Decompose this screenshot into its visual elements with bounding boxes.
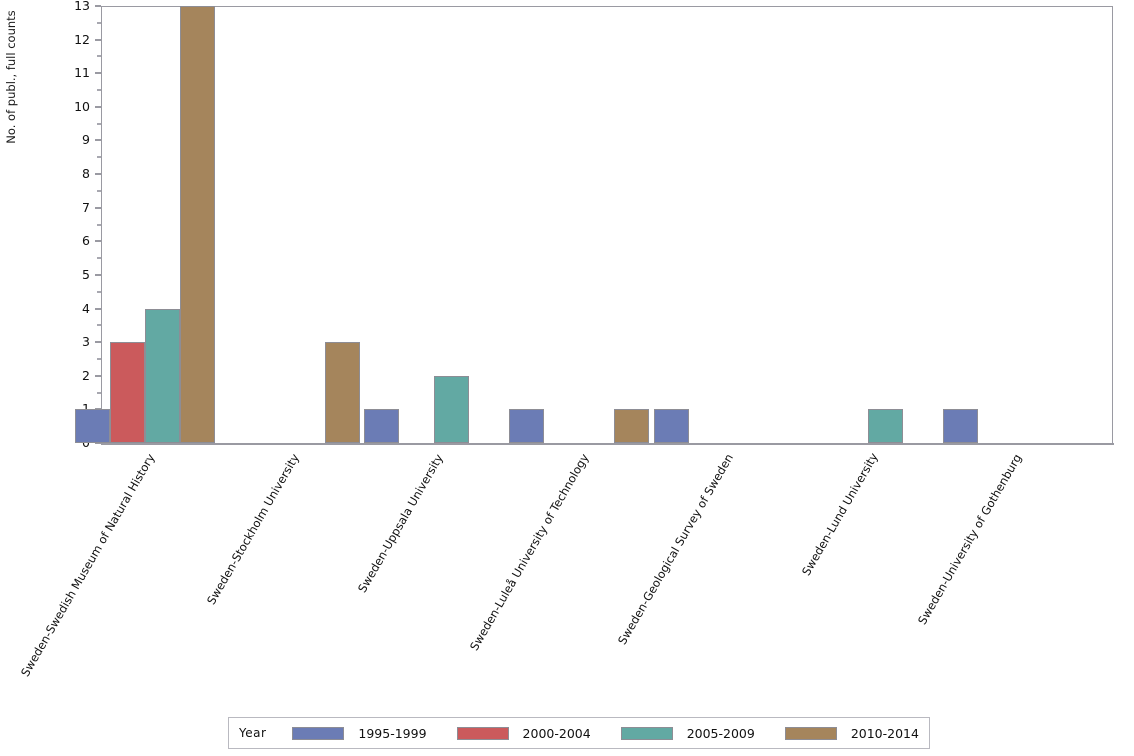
y-tick-mark [95, 240, 101, 243]
y-tick-label: 5 [82, 266, 90, 282]
bar [614, 409, 649, 443]
legend-entry: 1995-1999 [292, 725, 427, 741]
y-tick-label: 2 [82, 367, 90, 383]
y-tick-mark [97, 89, 101, 92]
bar [110, 342, 146, 443]
bar [434, 375, 470, 443]
y-tick-mark [97, 223, 101, 226]
y-tick-mark [95, 374, 101, 377]
y-tick-mark [97, 55, 101, 58]
legend-swatch [784, 726, 837, 740]
bar [364, 409, 400, 443]
legend-label: 2000-2004 [522, 725, 591, 741]
plot-area [101, 6, 1113, 443]
legend-swatch [620, 726, 673, 740]
y-tick-mark [97, 122, 101, 125]
legend-label: 1995-1999 [358, 725, 427, 741]
bar [75, 409, 111, 443]
legend-entry: 2000-2004 [456, 725, 591, 741]
y-tick-mark [97, 324, 101, 327]
y-tick-mark [95, 307, 101, 310]
y-tick-mark [97, 357, 101, 360]
y-tick-mark [97, 21, 101, 24]
y-tick-label: 10 [74, 98, 90, 114]
x-tick-label: Sweden-Stockholm University [203, 451, 302, 607]
x-tick-label: Sweden-Geological Survey of Sweden [614, 451, 736, 647]
y-tick-label: 9 [82, 132, 90, 148]
bar [868, 409, 904, 443]
y-tick-mark [95, 408, 101, 411]
x-tick-label: Sweden-Lund University [798, 450, 881, 579]
bar [180, 6, 216, 443]
y-tick-mark [95, 105, 101, 108]
legend-label: 2005-2009 [686, 725, 755, 741]
bars-layer [75, 6, 1113, 443]
y-tick-mark [95, 5, 101, 7]
y-tick-mark [95, 72, 101, 75]
legend-swatch [292, 726, 345, 740]
y-tick-mark [95, 273, 101, 276]
legend-entries: 1995-1999 2000-2004 2005-2009 2010-2014 [292, 726, 919, 741]
y-tick-mark [97, 391, 101, 394]
legend-entry: 2010-2014 [784, 725, 919, 741]
legend-swatch [456, 726, 509, 740]
y-tick-mark [97, 290, 101, 293]
y-tick-mark [97, 189, 101, 192]
legend-label: 2010-2014 [850, 725, 919, 741]
y-tick-label: 11 [74, 65, 90, 81]
y-tick-label: 8 [82, 166, 90, 182]
y-tick-mark [97, 257, 101, 260]
y-tick-mark [97, 156, 101, 159]
y-tick-mark [95, 341, 101, 344]
legend-entry: 2005-2009 [620, 725, 755, 741]
y-tick-label: 12 [74, 31, 90, 47]
bar [509, 409, 544, 443]
y-tick-mark [95, 173, 101, 176]
bar [653, 409, 689, 443]
chart-legend: Year 1995-1999 2000-2004 2005-2009 2010-201… [228, 717, 930, 749]
x-axis-tick-labels: Sweden-Swedish Museum of Natural History… [0, 443, 1134, 713]
y-tick-label: 3 [82, 334, 90, 350]
y-tick-mark [95, 139, 101, 142]
x-tick-label: Sweden-Uppsala University [355, 451, 447, 595]
y-tick-mark [95, 206, 101, 209]
x-tick-label: Sweden-Luleå University of Technology [466, 451, 592, 653]
y-tick-label: 6 [82, 233, 90, 249]
y-tick-label: 1 [82, 400, 90, 417]
x-tick-label: Sweden-Swedish Museum of Natural History [17, 451, 158, 679]
legend-title: Year [239, 726, 267, 740]
bar [145, 308, 181, 443]
y-tick-mark [95, 442, 101, 444]
x-axis-line [101, 443, 1114, 445]
y-tick-label: 4 [82, 300, 90, 316]
bar [324, 342, 360, 443]
y-tick-mark [95, 38, 101, 41]
y-tick-label: 13 [74, 0, 90, 13]
y-axis-title: No. of publ., full counts [4, 10, 18, 144]
x-tick-label: Sweden-University of Gothenburg [915, 451, 1025, 627]
bar [942, 409, 978, 443]
y-tick-label: 7 [82, 199, 90, 215]
